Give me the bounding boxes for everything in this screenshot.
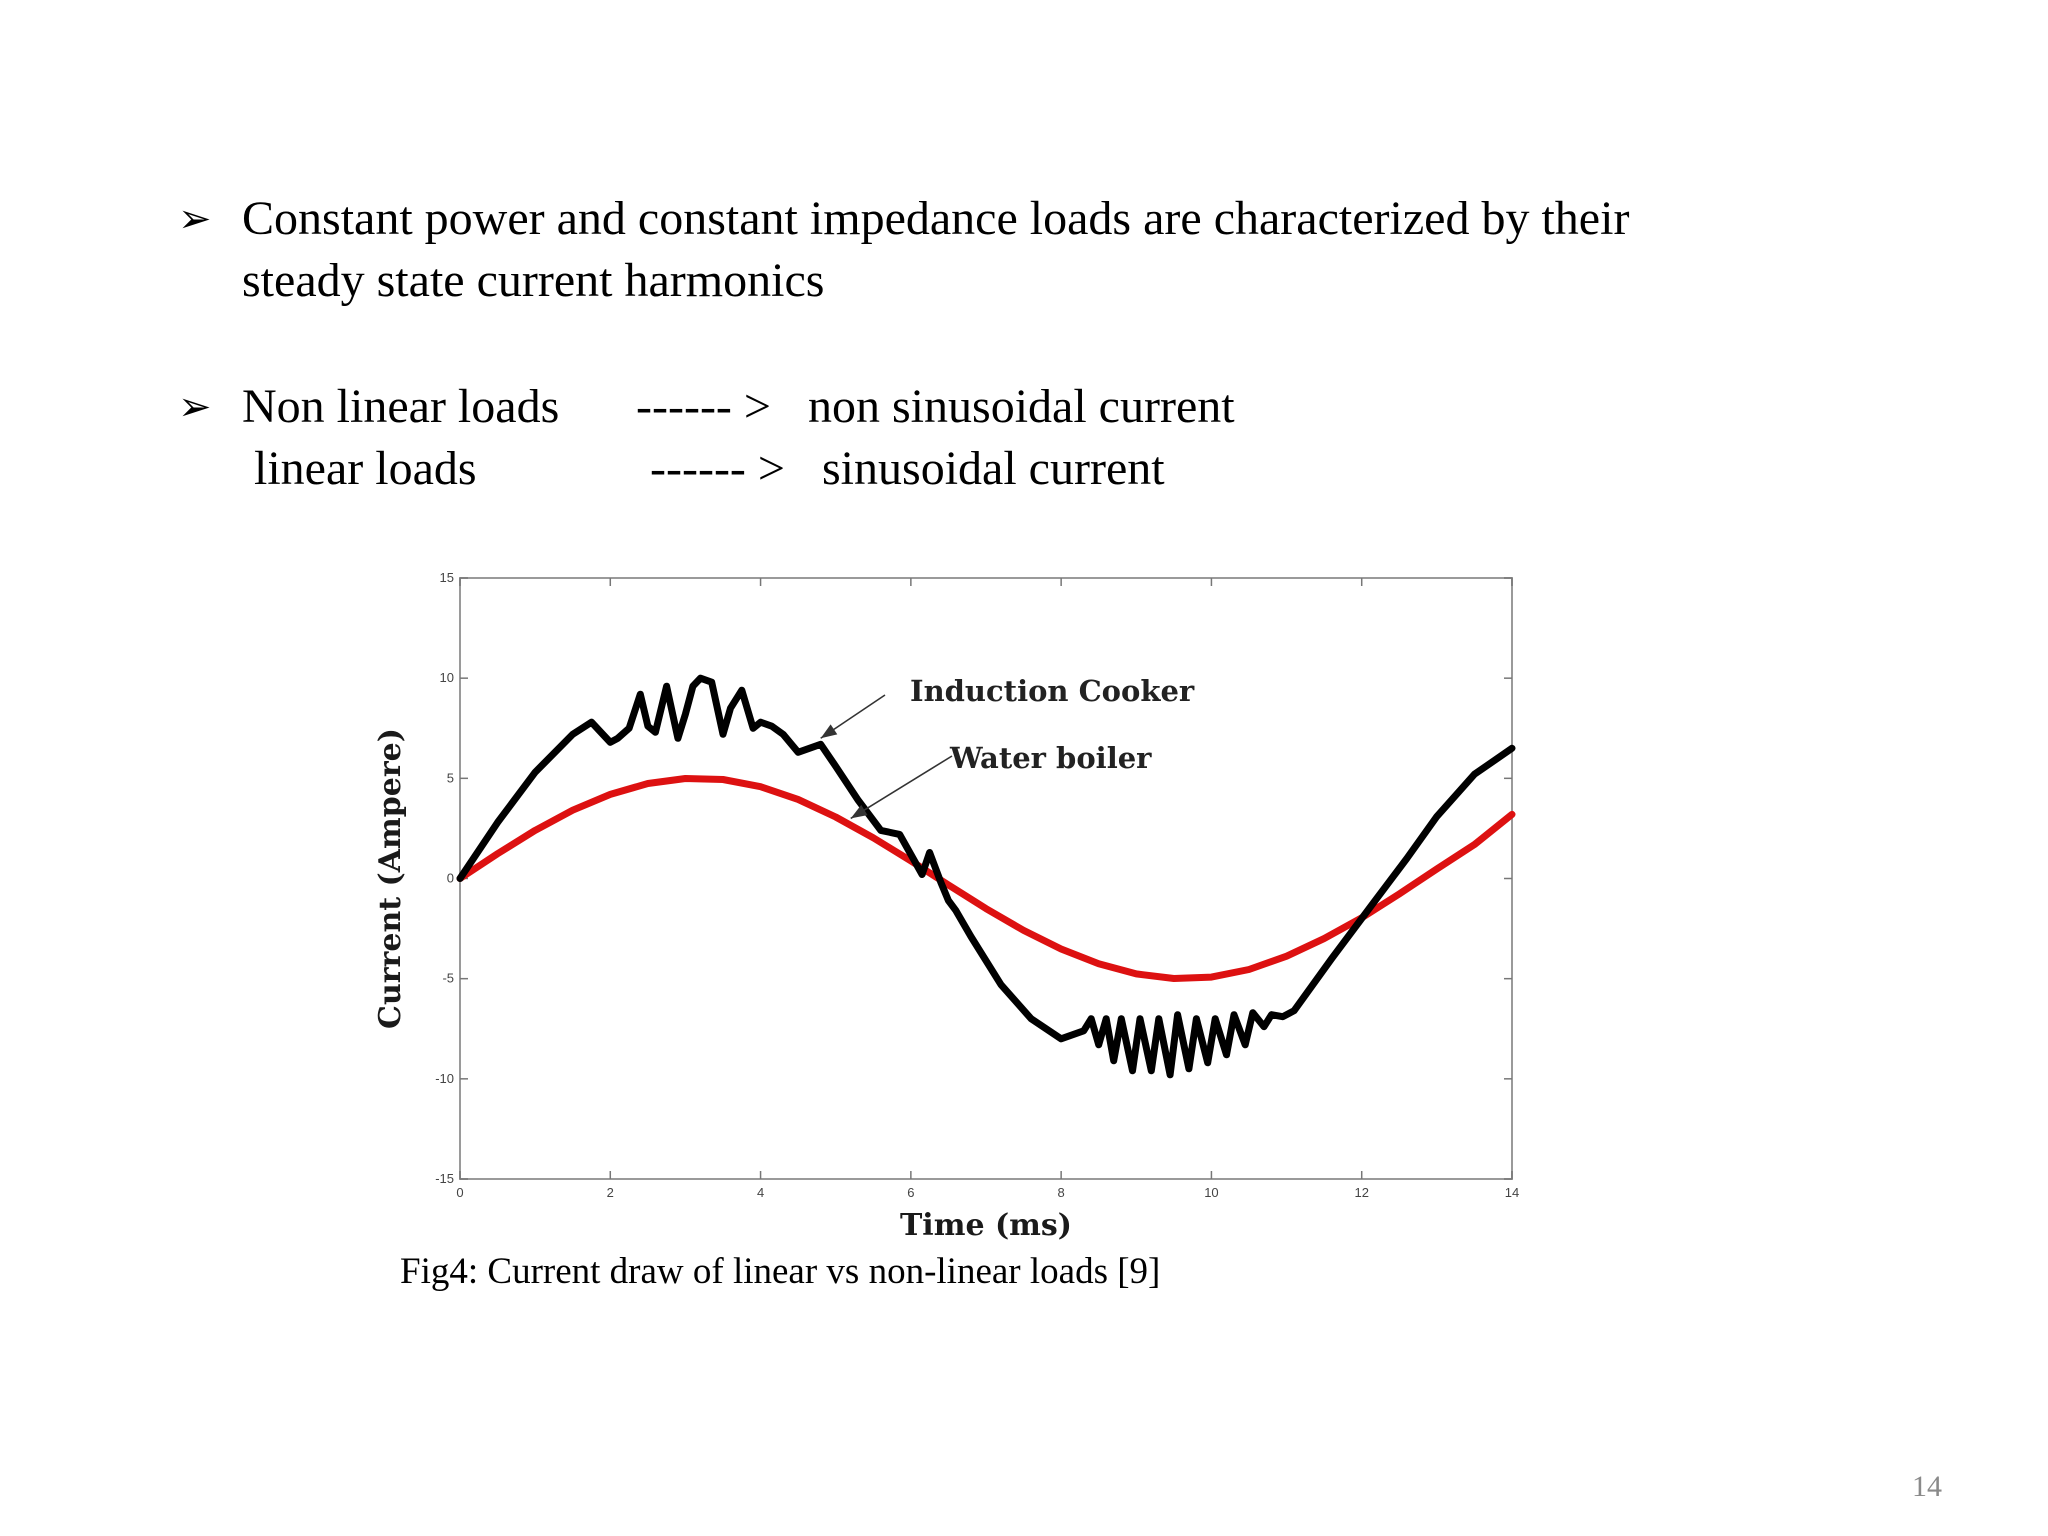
x-tick-labels: 0 2 4 6 8 10 12 14 (456, 1185, 1519, 1200)
x-tick-label: 14 (1505, 1185, 1519, 1200)
arrow-text: ------ > (650, 442, 785, 495)
bullet-1-line-1: Constant power and constant impedance lo… (242, 192, 1630, 245)
arrow-text: ------ > (636, 380, 771, 433)
result-text: sinusoidal current (822, 442, 1165, 495)
annotation-arrowhead-icon (850, 804, 868, 819)
x-tick-label: 0 (456, 1185, 463, 1200)
y-tick-label: -15 (435, 1171, 454, 1186)
result-text: non sinusoidal current (808, 380, 1235, 433)
arrowhead-bullet-icon: ➢ (178, 384, 212, 430)
x-tick-label: 8 (1058, 1185, 1065, 1200)
annotation-arrow-line (850, 755, 953, 820)
y-tick-label: -5 (442, 971, 454, 986)
annotation-label-water-boiler: Water boiler (949, 741, 1152, 775)
figure-caption: Fig4: Current draw of linear vs non-line… (400, 1251, 1161, 1292)
bullet-1-line-2: steady state current harmonics (242, 254, 825, 307)
x-tick-label: 2 (607, 1185, 614, 1200)
x-tick-label: 6 (907, 1185, 914, 1200)
annotation-label-induction-cooker: Induction Cooker (910, 674, 1195, 708)
y-axis-label: Current (Ampere) (373, 728, 408, 1029)
arrowhead-bullet-icon: ➢ (178, 196, 212, 242)
series-line-induction-cooker (456, 674, 1516, 1079)
y-tick-label: 15 (440, 570, 454, 585)
tick-marks (459, 577, 1513, 1180)
plot-frame (459, 577, 1513, 1180)
annotation-group: Induction Cooker Water boiler (820, 674, 1195, 820)
y-tick-label: 5 (447, 770, 454, 785)
x-tick-label: 10 (1204, 1185, 1218, 1200)
x-tick-label: 4 (757, 1185, 764, 1200)
page-number: 14 (1912, 1470, 1942, 1503)
series-group (456, 674, 1516, 1079)
series-line-water-boiler (456, 775, 1516, 982)
y-tick-labels: 15 10 5 0 -5 -10 -15 (435, 570, 454, 1186)
annotation-arrowhead-icon (820, 724, 838, 739)
current-draw-chart: 0 2 4 6 8 10 12 14 15 10 5 0 -5 -10 -15 Induction Coo… (373, 570, 1519, 1240)
y-tick-label: -10 (435, 1071, 454, 1086)
x-axis-label: Time (ms) (900, 1208, 1072, 1240)
load-name: linear loads (254, 442, 477, 495)
y-tick-label: 10 (440, 670, 454, 685)
y-tick-label: 0 (447, 871, 454, 886)
x-tick-label: 12 (1354, 1185, 1368, 1200)
load-name: Non linear loads (242, 380, 560, 433)
